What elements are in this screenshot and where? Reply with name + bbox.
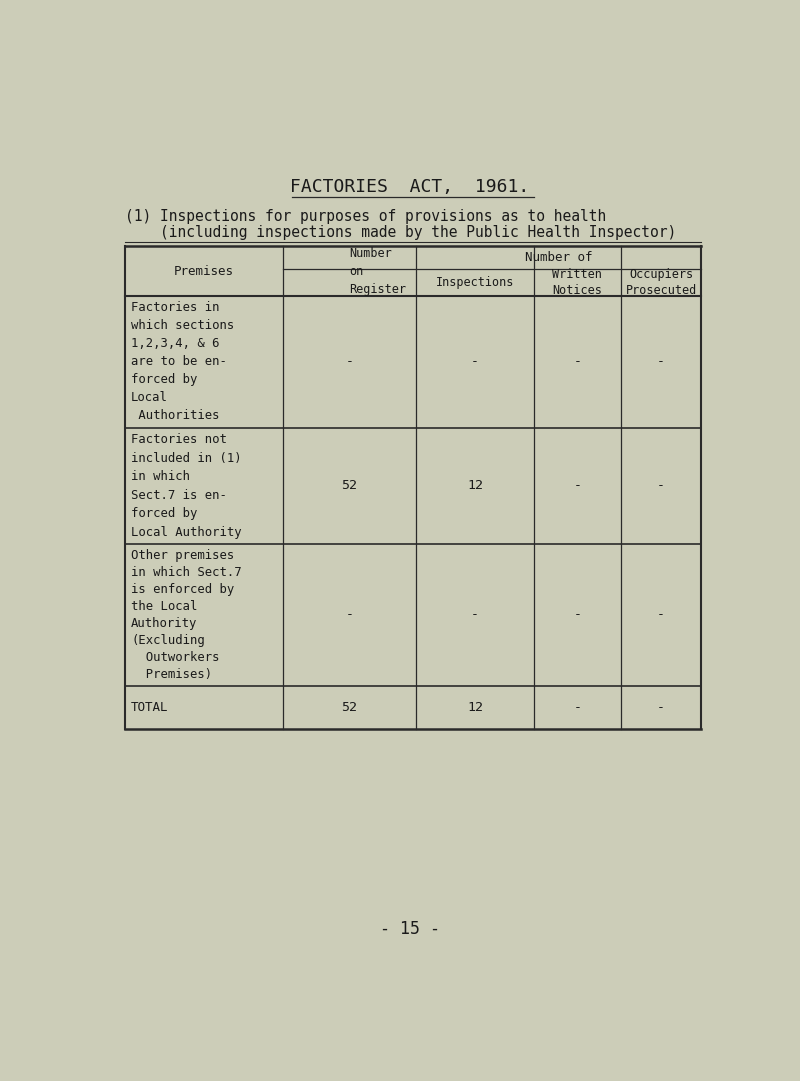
Text: Local Authority: Local Authority: [131, 525, 242, 538]
Text: 52: 52: [342, 480, 358, 493]
Text: Outworkers: Outworkers: [131, 651, 219, 664]
Text: (including inspections made by the Public Health Inspector): (including inspections made by the Publi…: [125, 225, 676, 240]
Text: Occupiers
Prosecuted: Occupiers Prosecuted: [626, 268, 697, 297]
Text: Authority: Authority: [131, 617, 198, 630]
Text: -: -: [657, 480, 665, 493]
Text: are to be en-: are to be en-: [131, 356, 227, 369]
Text: TOTAL: TOTAL: [131, 700, 169, 713]
Text: Factories in: Factories in: [131, 302, 219, 315]
Text: Premises): Premises): [131, 668, 212, 681]
Text: Sect.7 is en-: Sect.7 is en-: [131, 489, 227, 502]
Text: -: -: [657, 700, 665, 713]
Text: Authorities: Authorities: [131, 410, 219, 423]
Text: Number
on
Register: Number on Register: [350, 246, 406, 296]
Text: in which: in which: [131, 470, 190, 483]
Text: which sections: which sections: [131, 319, 234, 333]
Text: Local: Local: [131, 391, 168, 404]
Text: FACTORIES  ACT,  1961.: FACTORIES ACT, 1961.: [290, 178, 530, 196]
Text: -: -: [574, 356, 582, 369]
Text: -: -: [574, 480, 582, 493]
Text: Premises: Premises: [174, 265, 234, 278]
Text: Other premises: Other premises: [131, 549, 234, 562]
Text: -: -: [574, 700, 582, 713]
Text: forced by: forced by: [131, 507, 198, 520]
Text: Written
Notices: Written Notices: [553, 268, 602, 297]
Text: -: -: [471, 356, 479, 369]
Text: Inspections: Inspections: [436, 276, 514, 289]
Text: included in (1): included in (1): [131, 452, 242, 465]
Text: -: -: [346, 609, 354, 622]
Text: 1,2,3,4, & 6: 1,2,3,4, & 6: [131, 337, 219, 350]
Text: -: -: [574, 609, 582, 622]
Text: Factories not: Factories not: [131, 433, 227, 446]
Text: -: -: [657, 609, 665, 622]
Text: -: -: [346, 356, 354, 369]
Text: forced by: forced by: [131, 373, 198, 387]
Text: (1) Inspections for purposes of provisions as to health: (1) Inspections for purposes of provisio…: [125, 209, 606, 224]
Text: -: -: [471, 609, 479, 622]
Text: - 15 -: - 15 -: [380, 920, 440, 938]
Text: -: -: [657, 356, 665, 369]
Text: is enforced by: is enforced by: [131, 583, 234, 596]
Text: in which Sect.7: in which Sect.7: [131, 565, 242, 578]
Text: Number of: Number of: [525, 251, 593, 264]
Text: 12: 12: [467, 700, 483, 713]
Text: (Excluding: (Excluding: [131, 635, 205, 648]
Text: 12: 12: [467, 480, 483, 493]
Text: the Local: the Local: [131, 600, 198, 613]
Text: 52: 52: [342, 700, 358, 713]
